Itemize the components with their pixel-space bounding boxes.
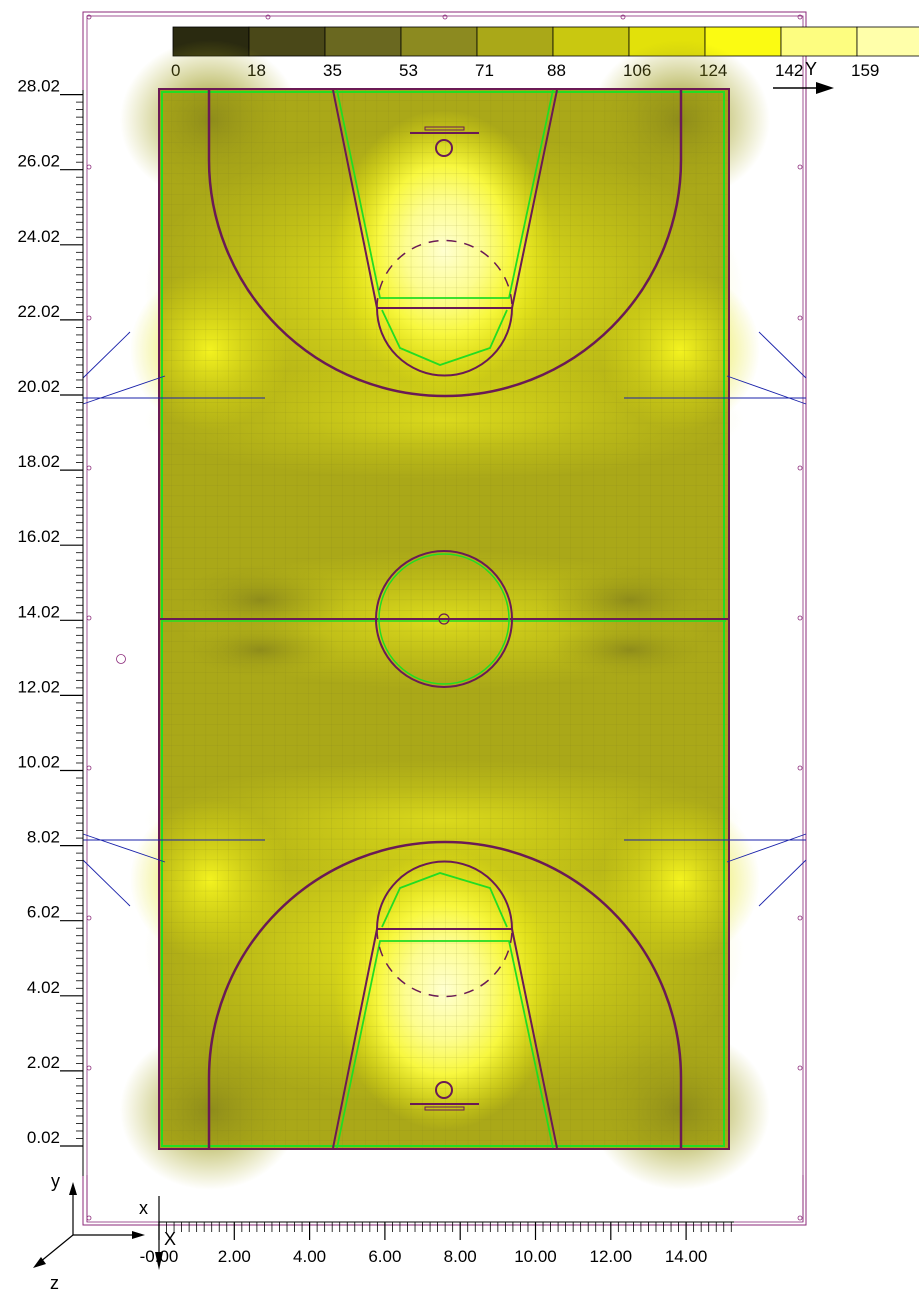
- legend-tick-4: 71: [475, 61, 494, 80]
- legend-tick-9: 159: [851, 61, 879, 80]
- y-tick-label-10: 20.02: [17, 377, 60, 396]
- legend-tick-2: 35: [323, 61, 342, 80]
- legend-swatch-3: [400, 26, 478, 57]
- legend-swatch-5: [552, 26, 630, 57]
- coordinate-triad: [33, 1182, 163, 1270]
- y-tick-label-4: 8.02: [27, 828, 60, 847]
- y-tick-label-13: 26.02: [17, 152, 60, 171]
- triad-y-label: y: [51, 1171, 60, 1191]
- y-tick-label-12: 24.02: [17, 227, 60, 246]
- triad-z-arrow: [39, 1234, 74, 1263]
- x-tick-label-2: 4.00: [293, 1247, 326, 1266]
- y-tick-label-11: 22.02: [17, 302, 60, 321]
- legend-tick-5: 88: [547, 61, 566, 80]
- y-tick-label-1: 2.02: [27, 1053, 60, 1072]
- y-tick-label-2: 4.02: [27, 978, 60, 997]
- legend-tick-8: 142: [775, 61, 803, 80]
- x-tick-label-6: 12.00: [590, 1247, 633, 1266]
- legend-swatch-9: [856, 26, 919, 57]
- y-tick-label-0: 0.02: [27, 1128, 60, 1147]
- y-tick-label-8: 16.02: [17, 527, 60, 546]
- y-tick-label-3: 6.02: [27, 903, 60, 922]
- luminaire-aim-lines: [82, 331, 807, 907]
- origin-x-label: X: [164, 1229, 176, 1249]
- x-tick-label-3: 6.00: [368, 1247, 401, 1266]
- legend-arrow-icon: [773, 82, 834, 94]
- legend-axis-label: Y: [805, 59, 817, 79]
- y-tick-label-14: 28.02: [17, 77, 60, 96]
- x-tick-label-4: 8.00: [444, 1247, 477, 1266]
- y-axis: 0.02 2.02 4.02 6.02 8.02 10.02 12.02 14.02 16.02…: [17, 77, 84, 1176]
- legend-tick-3: 53: [399, 61, 418, 80]
- legend-swatch-1: [248, 26, 326, 57]
- frame-markers: [86, 14, 803, 1221]
- court-lines: [158, 88, 730, 1150]
- x-tick-label-1: 2.00: [218, 1247, 251, 1266]
- x-tick-label-7: 14.00: [665, 1247, 708, 1266]
- y-tick-label-9: 18.02: [17, 452, 60, 471]
- triad-x-label: x: [139, 1198, 148, 1218]
- y-tick-label-6: 12.02: [17, 677, 60, 696]
- legend-swatch-2: [324, 26, 402, 57]
- triad-z-label: z: [50, 1273, 59, 1293]
- y-tick-label-7: 14.02: [17, 602, 60, 621]
- x-tick-label-5: 10.00: [514, 1247, 557, 1266]
- y-tick-label-5: 10.02: [17, 753, 60, 772]
- legend-swatch-8: [780, 26, 858, 57]
- legend-swatch-4: [476, 26, 554, 57]
